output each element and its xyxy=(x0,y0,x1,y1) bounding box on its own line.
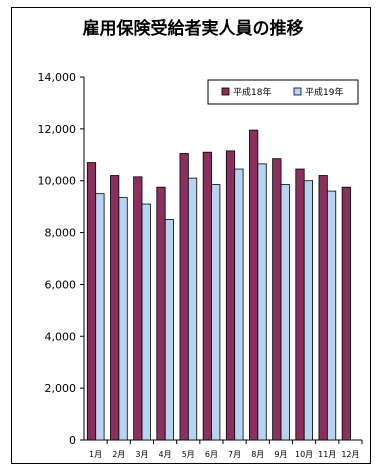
bar-h19-3 xyxy=(141,203,151,441)
x-tick-label: 6月 xyxy=(205,450,218,459)
x-tick-label: 9月 xyxy=(274,450,287,459)
y-tick-label: 8,000 xyxy=(45,227,77,240)
x-tick-label: 10月 xyxy=(295,450,313,459)
bar-h18-3 xyxy=(133,176,143,441)
bar-h18-8 xyxy=(249,129,259,441)
y-tick-label: 14,000 xyxy=(38,71,77,84)
x-tick-label: 7月 xyxy=(228,450,241,459)
bar-h19-1 xyxy=(95,193,105,441)
bar-h19-7 xyxy=(234,168,244,441)
x-tick-label: 11月 xyxy=(318,450,336,459)
bar-h18-1 xyxy=(86,162,97,441)
chart-title: 雇用保険受給者実人員の推移 xyxy=(83,18,304,39)
legend-box xyxy=(207,79,359,105)
bar-h19-6 xyxy=(211,184,221,441)
legend-label: 平成18年 xyxy=(233,86,271,98)
bar-h18-2 xyxy=(110,175,120,441)
bar-h19-2 xyxy=(118,197,128,441)
y-tick-label: 0 xyxy=(69,434,76,447)
bar-h19-11 xyxy=(326,190,337,441)
x-tick-label: 2月 xyxy=(112,450,125,459)
legend-swatch xyxy=(221,87,230,96)
legend: 平成18年 平成19年 xyxy=(207,79,359,105)
x-tick-label: 1月 xyxy=(89,450,102,459)
bar-h18-12 xyxy=(341,186,351,441)
y-tick-label: 12,000 xyxy=(38,123,77,136)
y-tick-label: 10,000 xyxy=(38,175,77,188)
bar-h19-8 xyxy=(257,163,267,441)
legend-label: 平成19年 xyxy=(305,86,343,98)
x-tick-label: 8月 xyxy=(251,450,264,459)
legend-swatch xyxy=(293,87,302,96)
bar-h19-4 xyxy=(164,219,174,441)
x-tick-label: 12月 xyxy=(341,450,359,459)
x-tick-label: 4月 xyxy=(159,450,172,459)
bar-h19-9 xyxy=(280,184,290,441)
x-tick-label: 3月 xyxy=(135,450,148,459)
bar-h19-10 xyxy=(303,180,314,441)
bar-h18-4 xyxy=(156,186,166,441)
plot-area: 0 2,000 4,000 6,000 8,000 10,000 12,000 14,000 1… xyxy=(38,71,363,459)
x-tick-label: 5月 xyxy=(182,450,195,459)
bar-h18-5 xyxy=(179,153,189,441)
bar-h18-9 xyxy=(272,158,282,441)
bar-h18-6 xyxy=(202,151,212,441)
y-tick-label: 6,000 xyxy=(45,278,77,291)
y-tick-label: 2,000 xyxy=(45,382,77,395)
bar-h18-7 xyxy=(225,150,236,441)
bar-h19-5 xyxy=(187,177,198,441)
bar-h18-10 xyxy=(295,168,305,441)
bar-h18-11 xyxy=(318,175,328,441)
y-tick-label: 4,000 xyxy=(45,330,77,343)
